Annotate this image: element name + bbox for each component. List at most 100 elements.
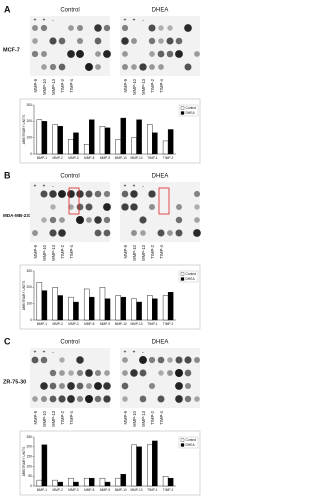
blot-label: TIMP-2 xyxy=(150,410,155,424)
y-tick-label: 0 xyxy=(30,318,32,322)
blot-marker: + xyxy=(133,349,136,355)
bar xyxy=(104,127,111,155)
blot-dot xyxy=(158,38,164,44)
blot-dot xyxy=(32,396,38,402)
blot-marker: + xyxy=(43,17,46,23)
blot-marker: - xyxy=(142,349,144,355)
blot-dot xyxy=(76,369,84,377)
panel-label: B xyxy=(4,170,11,180)
blot-label: MMP-10 xyxy=(132,78,137,94)
blot-dot xyxy=(131,230,137,236)
bar xyxy=(115,139,121,155)
bar xyxy=(99,477,106,487)
blot-label: MMP-10 xyxy=(42,410,47,426)
blot-dot xyxy=(194,396,200,402)
blot-dot xyxy=(184,382,192,390)
y-axis-label: ARBITRARY UNITS xyxy=(22,280,26,310)
blot-dot xyxy=(76,203,84,211)
group-header: DHEA xyxy=(152,340,169,346)
blot-dot xyxy=(58,37,66,45)
blot-label: TIMP-4 xyxy=(69,244,74,258)
x-tick-label: TIMP-2 xyxy=(163,322,174,326)
legend-box xyxy=(178,104,199,117)
bar xyxy=(68,477,74,487)
x-tick-label: MMP-3 xyxy=(68,488,78,492)
blot-dot xyxy=(103,203,111,211)
blot-label: TIMP-2 xyxy=(150,244,155,258)
bar xyxy=(136,119,142,155)
legend-label: Control xyxy=(186,272,197,276)
blot-label: MMP-13 xyxy=(141,78,146,94)
blot-dot xyxy=(121,203,129,211)
bar xyxy=(104,298,111,321)
bar xyxy=(147,295,153,321)
blot-dot xyxy=(157,229,165,237)
x-tick-label: TIMP-2 xyxy=(163,488,174,492)
blot-dot xyxy=(59,357,65,363)
bar xyxy=(73,301,79,321)
bar xyxy=(147,444,153,487)
highlight-box xyxy=(68,187,80,215)
y-tick-label: 0 xyxy=(30,484,32,488)
bar xyxy=(131,137,137,155)
bar xyxy=(104,481,111,487)
bar xyxy=(167,292,174,321)
blot-dot xyxy=(94,229,102,237)
chart-frame xyxy=(19,264,201,330)
blot-dot xyxy=(194,217,200,223)
blot-dot xyxy=(49,63,57,71)
blot-label: MMP-10 xyxy=(132,244,137,260)
x-tick-label: MMP-1 xyxy=(37,322,47,326)
blot-marker: + xyxy=(34,17,37,23)
blot-dot xyxy=(94,216,102,224)
x-tick-label: MMP-8 xyxy=(84,322,94,326)
x-tick-label: MMP-8 xyxy=(84,156,94,160)
blot-dot xyxy=(103,216,111,224)
blot-label: MMP-9 xyxy=(33,78,38,92)
highlight-box xyxy=(158,187,170,215)
blot-dot xyxy=(85,63,93,71)
y-tick-label: 100 xyxy=(26,136,32,140)
blot-dot xyxy=(58,229,66,237)
blot-dot xyxy=(149,64,155,70)
bar xyxy=(89,477,95,487)
blot-dot xyxy=(67,50,75,58)
x-tick-label: MMP-13 xyxy=(131,156,143,160)
blot-dot xyxy=(149,51,155,57)
bar xyxy=(36,479,43,487)
group-header: DHEA xyxy=(152,174,169,180)
y-tick-label: 200 xyxy=(26,285,32,289)
bar xyxy=(136,301,142,321)
blot-dot xyxy=(193,190,201,198)
blot-dot xyxy=(122,51,128,57)
blot-dot xyxy=(175,395,183,403)
blot-dot xyxy=(67,382,75,390)
blot-dot xyxy=(122,396,128,402)
chart-frame xyxy=(19,430,201,496)
blot-dot xyxy=(49,229,57,237)
x-tick-label: MMP-1 xyxy=(37,488,47,492)
legend-label: DHEA xyxy=(186,277,196,281)
blot-dot xyxy=(193,356,201,364)
y-tick-label: 300 xyxy=(26,103,32,107)
bar xyxy=(89,296,95,321)
blot-dot xyxy=(148,190,156,198)
blot-dot xyxy=(166,37,174,45)
bar xyxy=(136,446,142,487)
blot-dot xyxy=(103,229,111,237)
blot-dot xyxy=(58,63,66,71)
blot-dot xyxy=(140,230,146,236)
blot-dot xyxy=(184,63,192,71)
legend-swatch xyxy=(180,443,185,447)
blot-dot xyxy=(40,382,48,390)
x-tick-label: MMP-2 xyxy=(53,322,63,326)
blot-dot xyxy=(103,24,111,32)
blot-dot xyxy=(122,357,128,363)
blot-dot xyxy=(32,230,38,236)
panel-label: A xyxy=(4,4,11,14)
blot-marker: + xyxy=(43,183,46,189)
chart-frame xyxy=(19,98,201,164)
bar xyxy=(152,298,158,321)
bar xyxy=(115,295,121,321)
blot-label: MMP-13 xyxy=(141,244,146,260)
